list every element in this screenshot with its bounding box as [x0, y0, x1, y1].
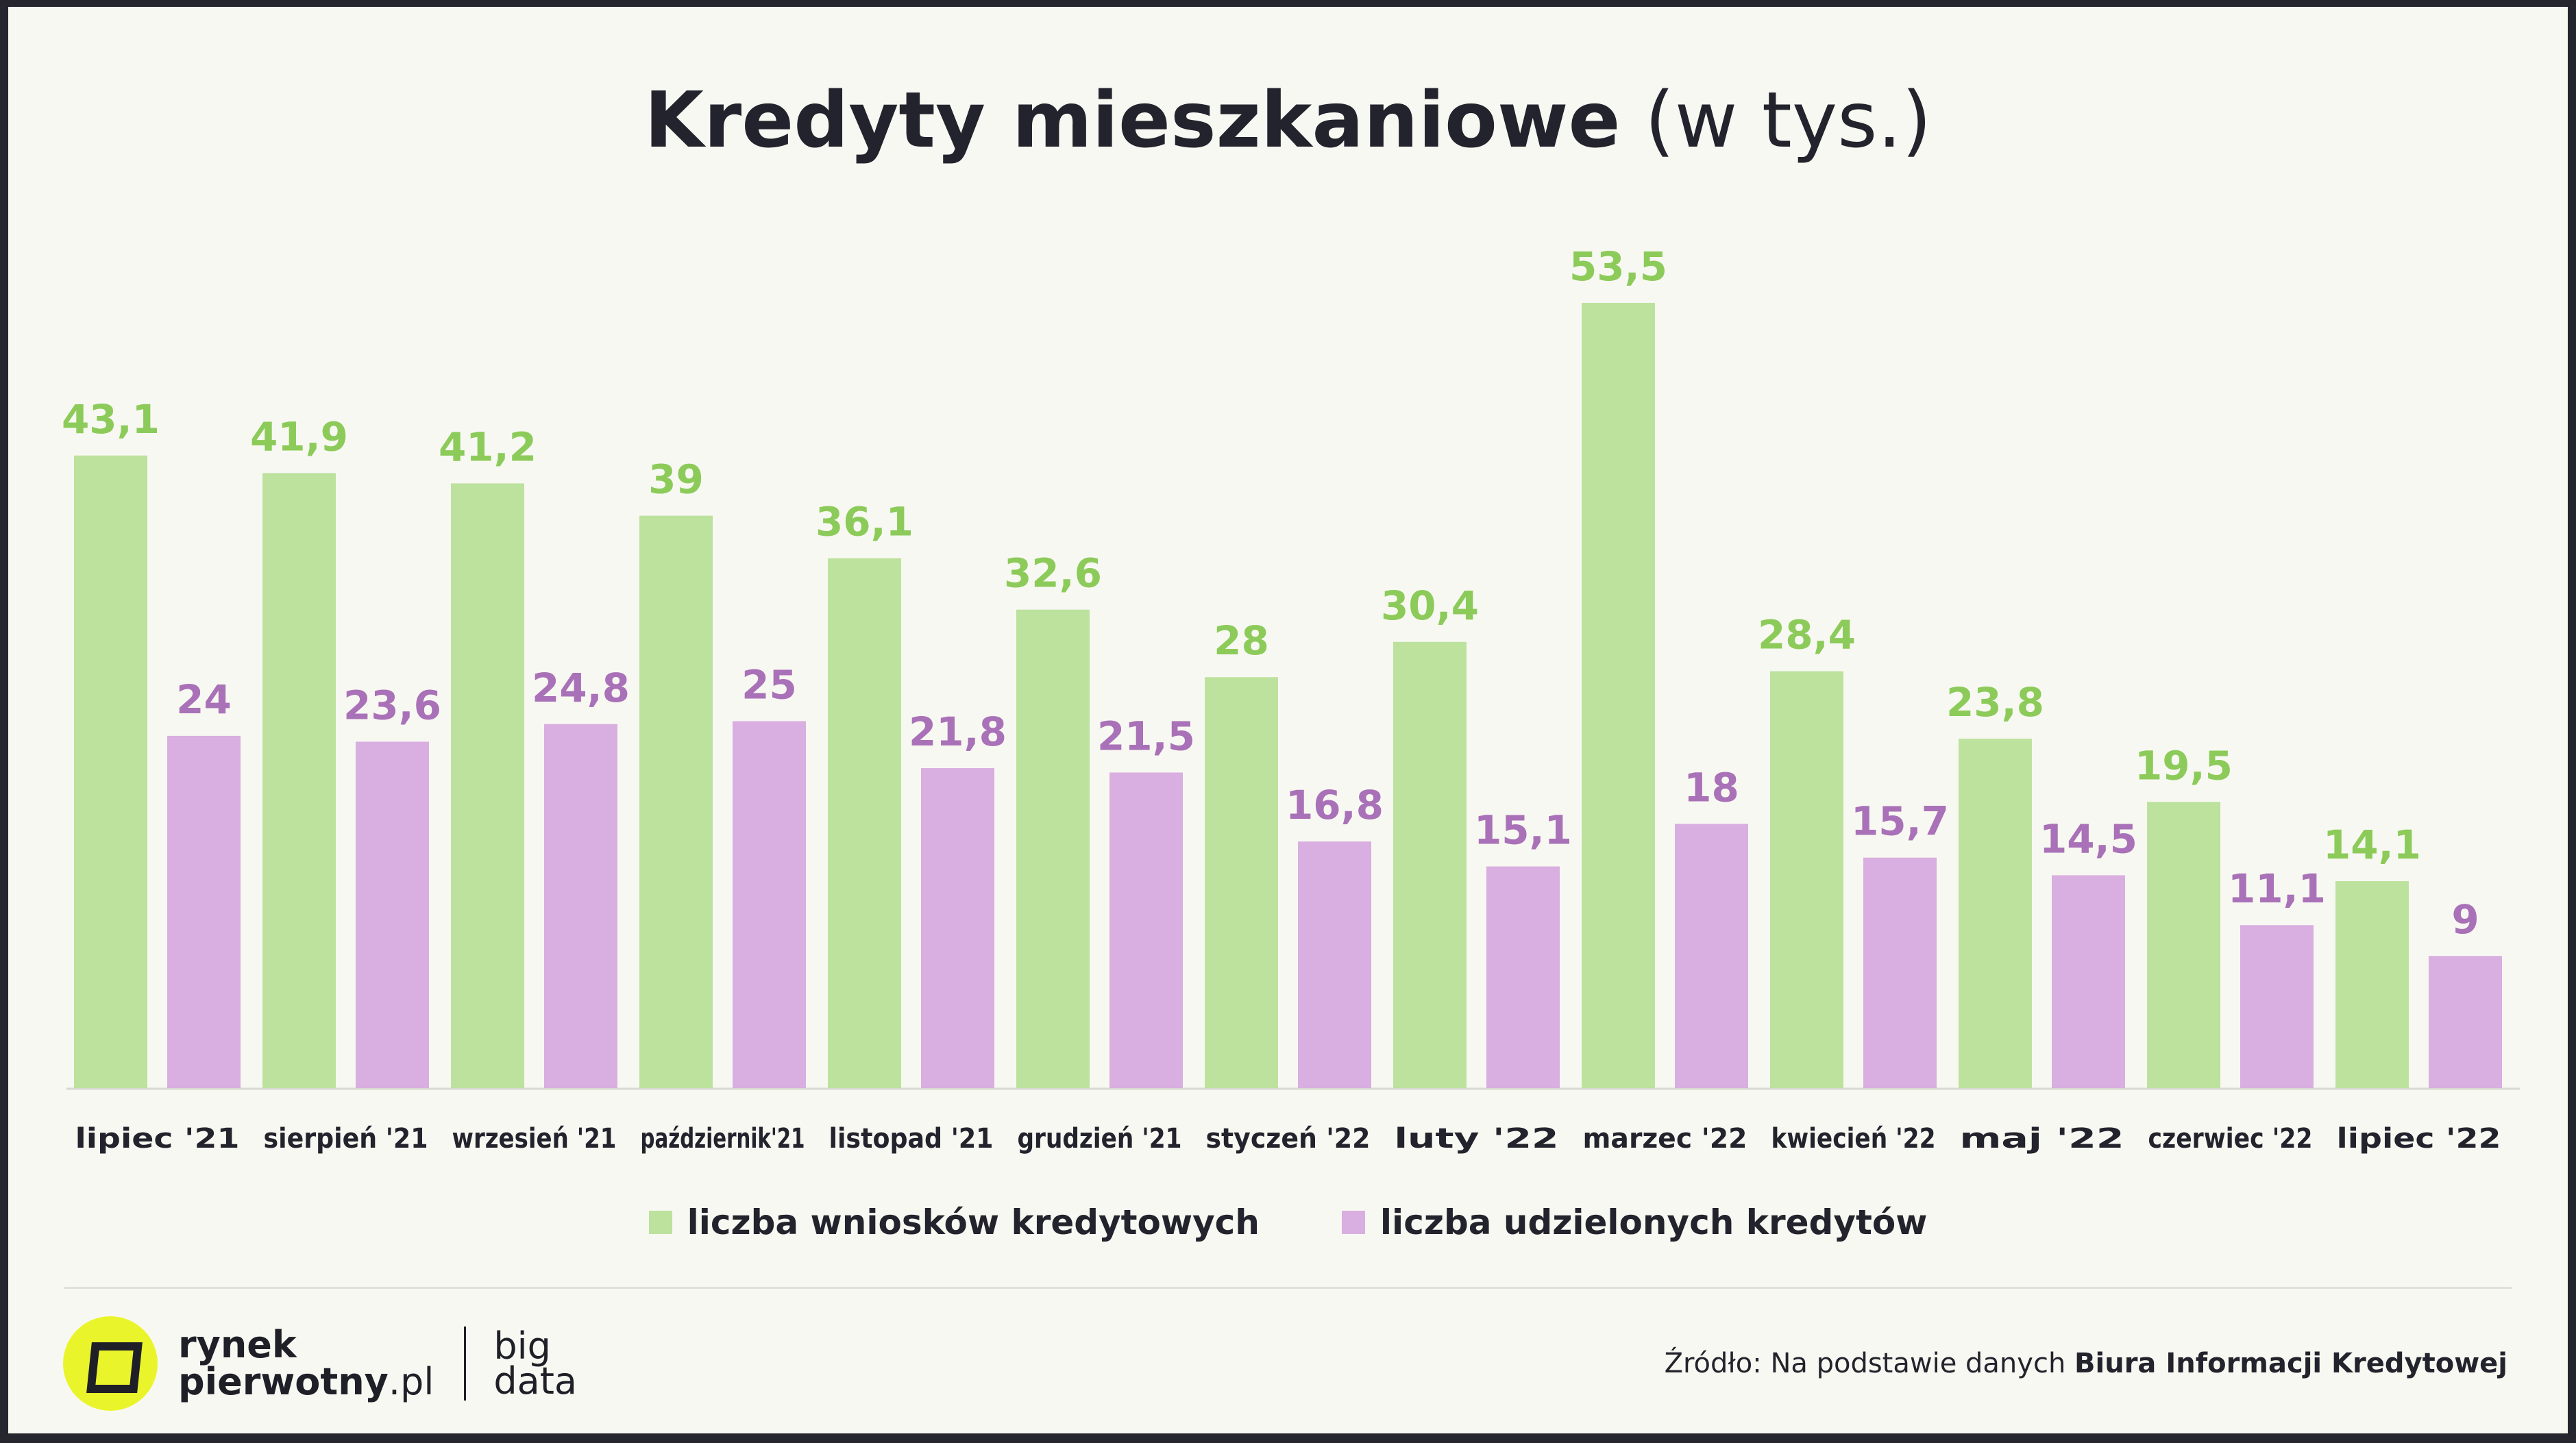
data-label-applications-8: 53,5	[1569, 243, 1667, 290]
logo-square-icon	[86, 1342, 143, 1393]
bar-applications-4	[828, 558, 901, 1088]
data-label-applications-6: 28	[1214, 617, 1269, 664]
chart-title-unit: (w tys.)	[1620, 76, 1932, 165]
data-label-granted-10: 14,5	[2039, 815, 2137, 862]
data-label-granted-3: 25	[741, 661, 797, 708]
chart-frame: Kredyty mieszkaniowe (w tys.) 43,1 24 lipi…	[8, 7, 2568, 1433]
bar-applications-3	[639, 515, 713, 1088]
data-label-granted-9: 15,7	[1851, 798, 1949, 845]
data-label-applications-1: 41,9	[250, 413, 348, 460]
logo-badge-icon	[63, 1316, 158, 1411]
source-bold: Biura Informacji Kredytowej	[2074, 1348, 2507, 1379]
x-tick-label-5: grudzień '21	[1018, 1123, 1182, 1155]
data-label-granted-0: 24	[176, 676, 232, 723]
data-label-applications-7: 30,4	[1381, 582, 1479, 629]
x-tick-label-0: lipiec '21	[75, 1123, 240, 1155]
bar-chart: 43,1 24 lipiec '21 41,9 23,6 sierpień '21 41,2…	[62, 243, 2520, 1155]
chart-title: Kredyty mieszkaniowe (w tys.)	[8, 76, 2568, 165]
data-label-granted-8: 18	[1684, 764, 1739, 811]
x-tick-label-6: styczeń '22	[1206, 1123, 1371, 1155]
footer-divider	[64, 1287, 2512, 1289]
bar-applications-7	[1393, 641, 1467, 1088]
bar-granted-10	[2052, 875, 2125, 1088]
x-tick-label-8: marzec '22	[1583, 1123, 1747, 1155]
bar-applications-8	[1582, 303, 1655, 1088]
data-label-applications-3: 39	[648, 456, 704, 503]
data-label-granted-6: 16,8	[1286, 782, 1384, 828]
bar-granted-4	[921, 768, 994, 1088]
bar-granted-7	[1486, 866, 1560, 1088]
bar-applications-11	[2147, 802, 2220, 1088]
bar-granted-0	[167, 735, 241, 1088]
logo-separator	[464, 1327, 467, 1401]
logo-word-pl: .pl	[388, 1360, 434, 1403]
bar-applications-1	[262, 473, 336, 1088]
bar-applications-2	[451, 483, 524, 1088]
x-tick-label-1: sierpień '21	[264, 1123, 428, 1155]
x-tick-label-11: czerwiec '22	[2148, 1123, 2313, 1155]
bar-granted-11	[2240, 925, 2314, 1088]
logo-word-pierwotny: pierwotny.pl	[178, 1364, 434, 1401]
bar-applications-12	[2335, 880, 2409, 1088]
data-label-applications-4: 36,1	[815, 499, 913, 545]
data-label-applications-11: 19,5	[2135, 742, 2233, 789]
bar-granted-1	[356, 741, 429, 1088]
data-label-granted-11: 11,1	[2228, 865, 2326, 912]
bar-granted-5	[1109, 772, 1183, 1088]
logo: rynek pierwotny.pl big data	[63, 1312, 577, 1415]
bar-granted-3	[733, 721, 806, 1088]
legend-item-granted: liczba udzielonych kredytów	[1341, 1202, 1928, 1242]
legend-label-granted: liczba udzielonych kredytów	[1379, 1202, 1928, 1242]
source-note: Źródło: Na podstawie danych Biura Inform…	[1665, 1348, 2507, 1379]
data-label-granted-5: 21,5	[1097, 713, 1195, 759]
x-tick-label-9: kwiecień '22	[1771, 1123, 1936, 1155]
legend: liczba wniosków kredytowych liczba udzie…	[8, 1202, 2568, 1242]
legend-swatch-applications	[648, 1211, 672, 1234]
x-tick-label-4: listopad '21	[829, 1123, 994, 1155]
data-label-applications-9: 28,4	[1758, 612, 1856, 658]
logo-big-data: big data	[493, 1324, 577, 1403]
data-label-applications-5: 32,6	[1004, 550, 1102, 597]
x-tick-label-2: wrzesień '21	[452, 1123, 617, 1155]
x-tick-label-10: maj '22	[1960, 1123, 2124, 1155]
bar-applications-10	[1959, 739, 2032, 1088]
source-prefix: Źródło: Na podstawie danych	[1664, 1348, 2075, 1379]
bar-granted-9	[1863, 857, 1937, 1088]
data-label-granted-2: 24,8	[532, 665, 630, 711]
logo-word-data: data	[493, 1359, 577, 1403]
data-label-granted-12: 9	[2451, 896, 2479, 943]
x-tick-label-3: październik'21	[641, 1123, 805, 1155]
bar-applications-9	[1770, 671, 1843, 1088]
bar-applications-6	[1205, 677, 1278, 1088]
legend-label-applications: liczba wniosków kredytowych	[687, 1202, 1260, 1242]
data-label-applications-2: 41,2	[439, 423, 537, 470]
data-label-granted-7: 15,1	[1474, 807, 1572, 854]
bar-granted-8	[1675, 824, 1748, 1088]
bar-granted-2	[544, 724, 617, 1088]
x-tick-label-7: luty '22	[1395, 1123, 1559, 1155]
data-label-applications-12: 14,1	[2323, 822, 2421, 868]
legend-item-applications: liczba wniosków kredytowych	[648, 1202, 1260, 1242]
bar-granted-6	[1298, 841, 1371, 1088]
logo-word-pierwotny-bold: pierwotny	[178, 1360, 389, 1403]
bar-granted-12	[2429, 956, 2502, 1088]
data-label-granted-1: 23,6	[343, 682, 441, 728]
bar-applications-5	[1016, 609, 1090, 1088]
logo-text: rynek pierwotny.pl	[178, 1327, 434, 1401]
bar-applications-0	[74, 455, 147, 1088]
logo-word-big: big	[493, 1324, 551, 1368]
x-tick-label-12: lipiec '22	[2337, 1123, 2501, 1155]
data-label-granted-4: 21,8	[909, 708, 1007, 755]
logo-word-rynek: rynek	[178, 1323, 297, 1366]
data-label-applications-10: 23,8	[1946, 679, 2044, 726]
chart-title-main: Kredyty mieszkaniowe	[644, 76, 1621, 165]
data-label-applications-0: 43,1	[62, 396, 160, 443]
legend-swatch-granted	[1341, 1211, 1365, 1234]
